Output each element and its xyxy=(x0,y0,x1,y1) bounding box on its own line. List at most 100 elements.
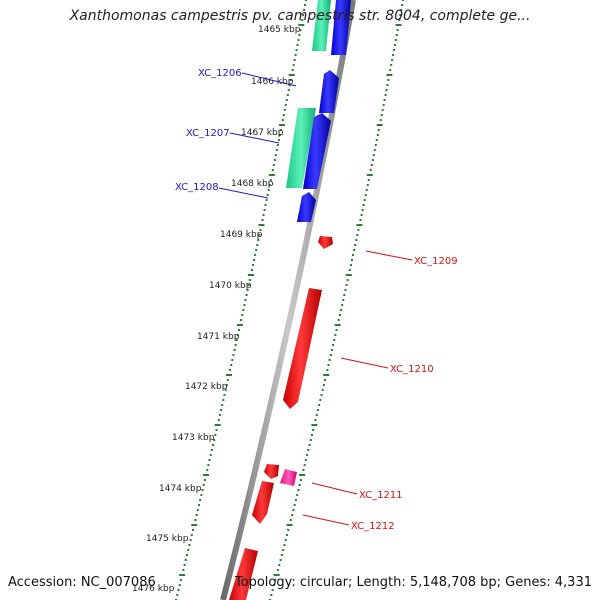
gene-label-xc1208[interactable]: XC_1208 xyxy=(175,182,219,193)
scale-minor-tick xyxy=(329,354,332,356)
scale-minor-tick xyxy=(354,244,357,246)
scale-minor-tick xyxy=(362,204,365,206)
scale-minor-tick xyxy=(363,199,366,201)
scale-minor-tick xyxy=(309,439,312,441)
scale-minor-tick xyxy=(215,429,218,431)
scale-minor-tick xyxy=(310,434,313,436)
scale-minor-tick xyxy=(271,169,274,171)
scale-minor-tick xyxy=(392,49,395,51)
gene-labels: XC_1206 XC_1207 XC_1208 XC_1209 XC_1210 … xyxy=(175,68,458,532)
scale-minor-tick xyxy=(282,549,285,551)
scale-minor-tick xyxy=(287,529,290,531)
scale-minor-tick xyxy=(387,79,390,81)
scale-minor-tick xyxy=(188,544,191,546)
scale-minor-tick xyxy=(295,49,298,51)
scale-major-tick xyxy=(203,474,210,476)
scale-minor-tick xyxy=(273,159,276,161)
scale-minor-tick xyxy=(195,514,198,516)
leader-xc1206 xyxy=(241,72,297,87)
scale-minor-tick xyxy=(278,134,281,136)
kbp-label: 1473 kbp xyxy=(172,433,215,443)
scale-minor-tick xyxy=(341,304,344,306)
scale-minor-tick xyxy=(242,309,245,311)
scale-minor-tick xyxy=(297,39,300,41)
topology-text: Topology: circular; Length: 5,148,708 bp… xyxy=(234,575,592,590)
scale-minor-tick xyxy=(291,514,294,516)
gene-label-xc1211[interactable]: XC_1211 xyxy=(359,490,403,501)
scale-minor-tick xyxy=(334,334,337,336)
scale-minor-tick xyxy=(202,484,205,486)
scale-minor-tick xyxy=(284,104,287,106)
scale-minor-tick xyxy=(277,139,280,141)
scale-major-tick xyxy=(395,24,402,26)
kbp-label: 1467 kbp xyxy=(241,128,284,138)
gene-label-xc1207[interactable]: XC_1207 xyxy=(186,128,230,139)
scale-minor-tick xyxy=(376,134,379,136)
scale-minor-tick xyxy=(232,354,235,356)
scale-minor-tick xyxy=(377,129,380,131)
scale-major-tick xyxy=(247,274,254,276)
scale-minor-tick xyxy=(240,319,243,321)
scale-minor-tick xyxy=(247,284,250,286)
kbp-label: 1472 kbp xyxy=(185,382,228,392)
cds-xc1209 xyxy=(318,236,333,249)
scale-minor-tick xyxy=(256,244,259,246)
gene-label-xc1206[interactable]: XC_1206 xyxy=(198,68,242,79)
scale-minor-tick xyxy=(285,99,288,101)
scale-minor-tick xyxy=(369,169,372,171)
scale-minor-tick xyxy=(176,594,179,596)
scale-major-tick xyxy=(191,524,198,526)
scale-minor-tick xyxy=(383,99,386,101)
scale-minor-tick xyxy=(218,414,221,416)
scale-minor-tick xyxy=(335,329,338,331)
scale-minor-tick xyxy=(263,209,266,211)
leader-xc1211 xyxy=(311,482,358,495)
gene-label-xc1210[interactable]: XC_1210 xyxy=(390,364,434,375)
scale-major-tick xyxy=(323,374,330,376)
kbp-label: 1476 kbp xyxy=(132,584,175,594)
scale-minor-tick xyxy=(319,399,322,401)
scale-minor-tick xyxy=(229,369,232,371)
scale-minor-tick xyxy=(398,19,401,21)
accession-text: Accession: NC_007086 xyxy=(8,575,156,590)
scale-minor-tick xyxy=(293,504,296,506)
scale-minor-tick xyxy=(190,534,193,536)
scale-major-tick xyxy=(311,424,318,426)
scale-minor-tick xyxy=(283,109,286,111)
scale-minor-tick xyxy=(246,289,249,291)
scale-minor-tick xyxy=(241,314,244,316)
scale-minor-tick xyxy=(213,439,216,441)
scale-minor-tick xyxy=(203,479,206,481)
scale-minor-tick xyxy=(223,394,226,396)
scale-minor-tick xyxy=(276,569,279,571)
gene-label-leaders xyxy=(218,72,413,526)
gene-label-xc1209[interactable]: XC_1209 xyxy=(414,256,458,267)
scale-minor-tick xyxy=(189,539,192,541)
scale-minor-tick xyxy=(274,579,277,581)
leader-xc1210 xyxy=(340,357,389,369)
scale-minor-tick xyxy=(348,269,351,271)
scale-major-tick xyxy=(299,474,306,476)
scale-minor-tick xyxy=(298,34,301,36)
kbp-label: 1471 kbp xyxy=(197,332,240,342)
scale-minor-tick xyxy=(315,414,318,416)
scale-minor-tick xyxy=(243,304,246,306)
scale-minor-tick xyxy=(236,334,239,336)
scale-minor-tick xyxy=(375,139,378,141)
scale-minor-tick xyxy=(248,279,251,281)
scale-minor-tick xyxy=(396,29,399,31)
scale-minor-tick xyxy=(185,554,188,556)
scale-minor-tick xyxy=(379,119,382,121)
scale-minor-tick xyxy=(304,4,307,6)
scale-major-tick xyxy=(268,174,275,176)
forward-strand-features xyxy=(229,236,333,600)
scale-minor-tick xyxy=(259,229,262,231)
kbp-scale-ticks xyxy=(175,0,404,600)
scale-minor-tick xyxy=(262,214,265,216)
gene-label-xc1212[interactable]: XC_1212 xyxy=(351,521,395,532)
scale-minor-tick xyxy=(183,564,186,566)
kbp-label: 1475 kbp xyxy=(146,534,189,544)
scale-major-tick xyxy=(258,224,265,226)
scale-minor-tick xyxy=(194,519,197,521)
